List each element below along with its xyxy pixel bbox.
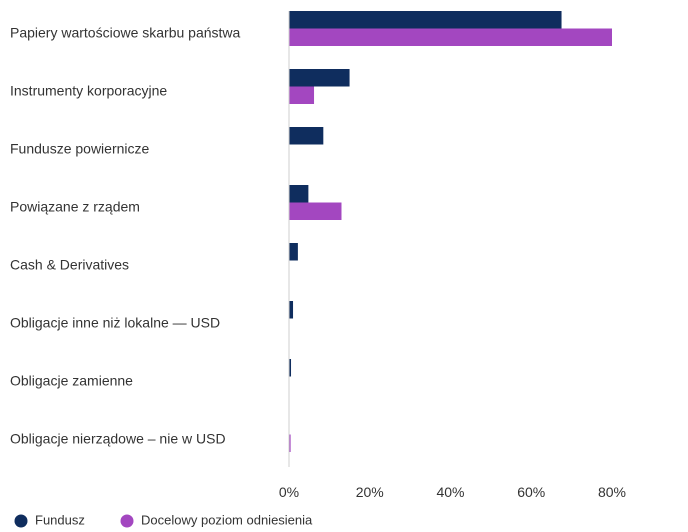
category-label: Fundusze powiernicze — [10, 141, 150, 157]
category-label: Obligacje nierządowe – nie w USD — [10, 431, 226, 447]
bar-docelowy — [289, 28, 612, 46]
category-label: Cash & Derivatives — [10, 257, 129, 273]
tick-label: 0% — [279, 484, 299, 500]
bar-fundusz — [289, 243, 298, 261]
legend-swatch — [120, 514, 134, 528]
tick-label: 20% — [356, 484, 384, 500]
category-label: Obligacje inne niż lokalne — USD — [10, 315, 220, 331]
legend-swatch — [14, 514, 28, 528]
value-axis-ticks: 0% 20% 40% 60% 80% — [279, 484, 626, 500]
bar-fundusz — [289, 359, 292, 377]
tick-label: 40% — [436, 484, 464, 500]
legend: Fundusz Docelowy poziom odniesienia — [14, 512, 313, 528]
category-label: Powiązane z rządem — [10, 199, 140, 215]
tick-label: 80% — [598, 484, 626, 500]
bar-fundusz — [289, 69, 350, 87]
category-labels: Papiery wartościowe skarbu państwa Instru… — [10, 25, 241, 447]
tick-label: 60% — [517, 484, 545, 500]
bar-fundusz — [289, 301, 294, 319]
bar-fundusz — [289, 127, 324, 145]
legend-label: Fundusz — [35, 512, 85, 527]
bar-docelowy — [289, 434, 291, 452]
category-label: Obligacje zamienne — [10, 373, 133, 389]
bars — [289, 11, 612, 452]
bar-docelowy — [289, 202, 342, 220]
category-label: Instrumenty korporacyjne — [10, 83, 167, 99]
bar-fundusz — [289, 11, 562, 29]
bar-fundusz — [289, 185, 309, 203]
legend-label: Docelowy poziom odniesienia — [141, 512, 313, 527]
category-label: Papiery wartościowe skarbu państwa — [10, 25, 241, 41]
bar-docelowy — [289, 86, 315, 104]
